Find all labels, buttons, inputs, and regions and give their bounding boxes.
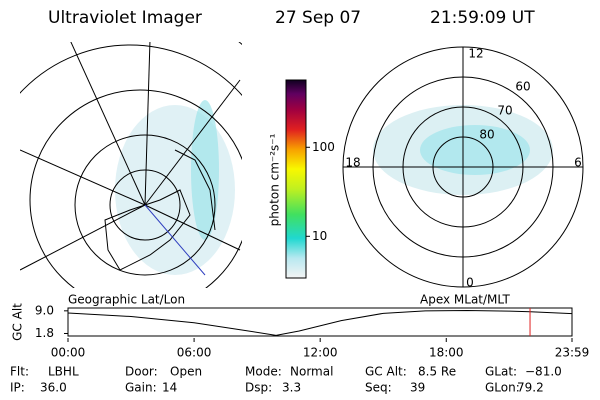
status-label: Flt: (10, 365, 29, 379)
colorbar-label: photon cm⁻²s⁻¹ (268, 133, 282, 226)
mlt-label: 0 (466, 276, 474, 290)
colorbar-tick-label: 100 (312, 140, 335, 154)
status-value: 39 (410, 381, 425, 395)
x-tick-label: 12:00 (303, 346, 338, 360)
status-label: Seq: (365, 381, 392, 395)
y-tick-label: 9.0 (35, 303, 54, 317)
x-tick-label: 00:00 (51, 346, 86, 360)
mlt-label: 12 (468, 47, 483, 61)
timeline-right-label: Apex MLat/MLT (420, 293, 510, 307)
timeline-left-label: Geographic Lat/Lon (68, 293, 185, 307)
title: Ultraviolet Imager (48, 8, 202, 28)
status-label: GLon: (485, 381, 520, 395)
x-tick-label: 06:00 (177, 346, 212, 360)
status-value: 79.2 (517, 381, 544, 395)
x-tick-label: 23:59 (555, 346, 590, 360)
status-label: IP: (10, 381, 25, 395)
latitude-label: 80 (479, 128, 494, 142)
latitude-circle (402, 106, 524, 228)
mlt-label: 6 (574, 156, 582, 170)
latitude-circle (432, 136, 494, 198)
mlt-label: 18 (345, 156, 360, 170)
status-value: 3.3 (282, 381, 301, 395)
status-value: Normal (290, 365, 333, 379)
timeline-ylabel: GC Alt (11, 303, 25, 341)
status-value: LBHL (48, 365, 79, 379)
altitude-line (67, 310, 573, 336)
polar-map (343, 47, 583, 287)
latitude-label: 60 (515, 80, 530, 94)
status-label: Dsp: (245, 381, 272, 395)
timeline-frame (67, 307, 573, 337)
status-label: Gain: (125, 381, 157, 395)
time: 21:59:09 UT (430, 8, 535, 28)
status-label: Mode: (245, 365, 282, 379)
x-tick-label: 18:00 (429, 346, 464, 360)
latitude-label: 70 (497, 104, 512, 118)
geographic-map (20, 42, 242, 288)
status-value: 8.5 Re (418, 365, 456, 379)
status-value: 14 (162, 381, 177, 395)
polar-outer (342, 46, 584, 288)
status-label: GLat: (485, 365, 517, 379)
status-value: −81.0 (525, 365, 562, 379)
status-value: 36.0 (40, 381, 67, 395)
status-value: Open (170, 365, 202, 379)
colorbar (285, 79, 307, 279)
latitude-circle (372, 76, 554, 258)
date: 27 Sep 07 (275, 8, 361, 28)
status-label: GC Alt: (365, 365, 407, 379)
y-tick-label: 1.8 (35, 326, 54, 340)
colorbar-tick-label: 10 (312, 229, 327, 243)
status-label: Door: (125, 365, 158, 379)
